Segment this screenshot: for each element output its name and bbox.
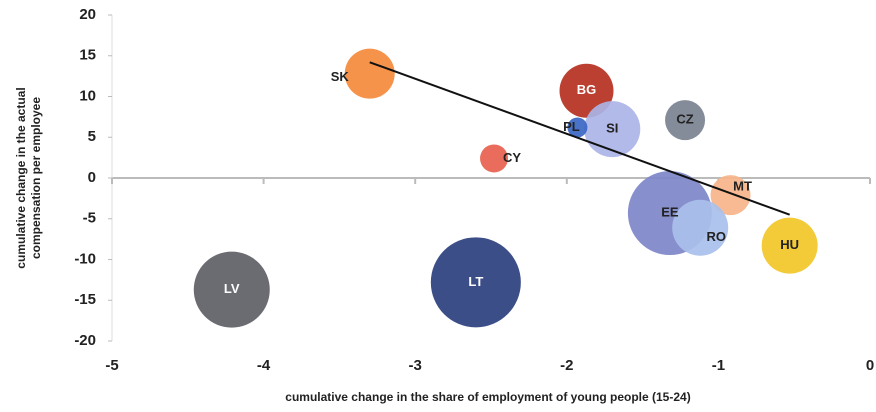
bubble: [193, 251, 270, 328]
bubble: [584, 101, 641, 158]
bubble-label: EE: [661, 204, 679, 219]
y-tick-label: 15: [79, 47, 96, 64]
bubble: [480, 144, 509, 173]
x-tick-label: -3: [409, 357, 422, 374]
y-axis-title: compensation per employee: [29, 97, 43, 259]
bubble-label: SI: [606, 121, 618, 136]
bubble-label: MT: [733, 179, 752, 194]
x-tick-label: -4: [257, 357, 271, 374]
y-axis-title: cumulative change in the actual: [14, 87, 28, 268]
trendline: [369, 61, 790, 216]
bubble-label: CZ: [676, 112, 693, 127]
bubble-label: LV: [224, 281, 240, 296]
x-tick-label: -5: [105, 357, 118, 374]
y-tick-label: 0: [88, 169, 96, 186]
x-tick-label: -1: [712, 357, 725, 374]
bubble: [710, 175, 751, 216]
y-tick-label: 10: [79, 87, 96, 104]
x-axis-title: cumulative change in the share of employ…: [285, 390, 690, 404]
x-tick-label: 0: [866, 357, 874, 374]
y-tick-label: -5: [83, 210, 96, 227]
bubble-label: CY: [503, 150, 521, 165]
y-tick-label: 5: [88, 128, 96, 145]
bubble: [567, 117, 588, 138]
y-tick-label: -10: [74, 250, 96, 267]
x-tick-label: -2: [560, 357, 573, 374]
bubble: [344, 48, 395, 99]
bubble-label: SK: [331, 69, 350, 84]
bubble: [430, 237, 521, 328]
bubble-label: HU: [780, 237, 799, 252]
y-tick-label: -15: [74, 291, 96, 308]
bubble-label: PL: [563, 119, 580, 134]
bubble: [761, 217, 818, 274]
bubble-label: BG: [577, 82, 597, 97]
bubble-label: RO: [706, 229, 726, 244]
y-tick-label: -20: [74, 332, 96, 349]
bubble: [665, 100, 706, 141]
bubble-label: LT: [468, 274, 483, 289]
bubble: [672, 199, 729, 256]
y-tick-label: 20: [79, 6, 96, 23]
